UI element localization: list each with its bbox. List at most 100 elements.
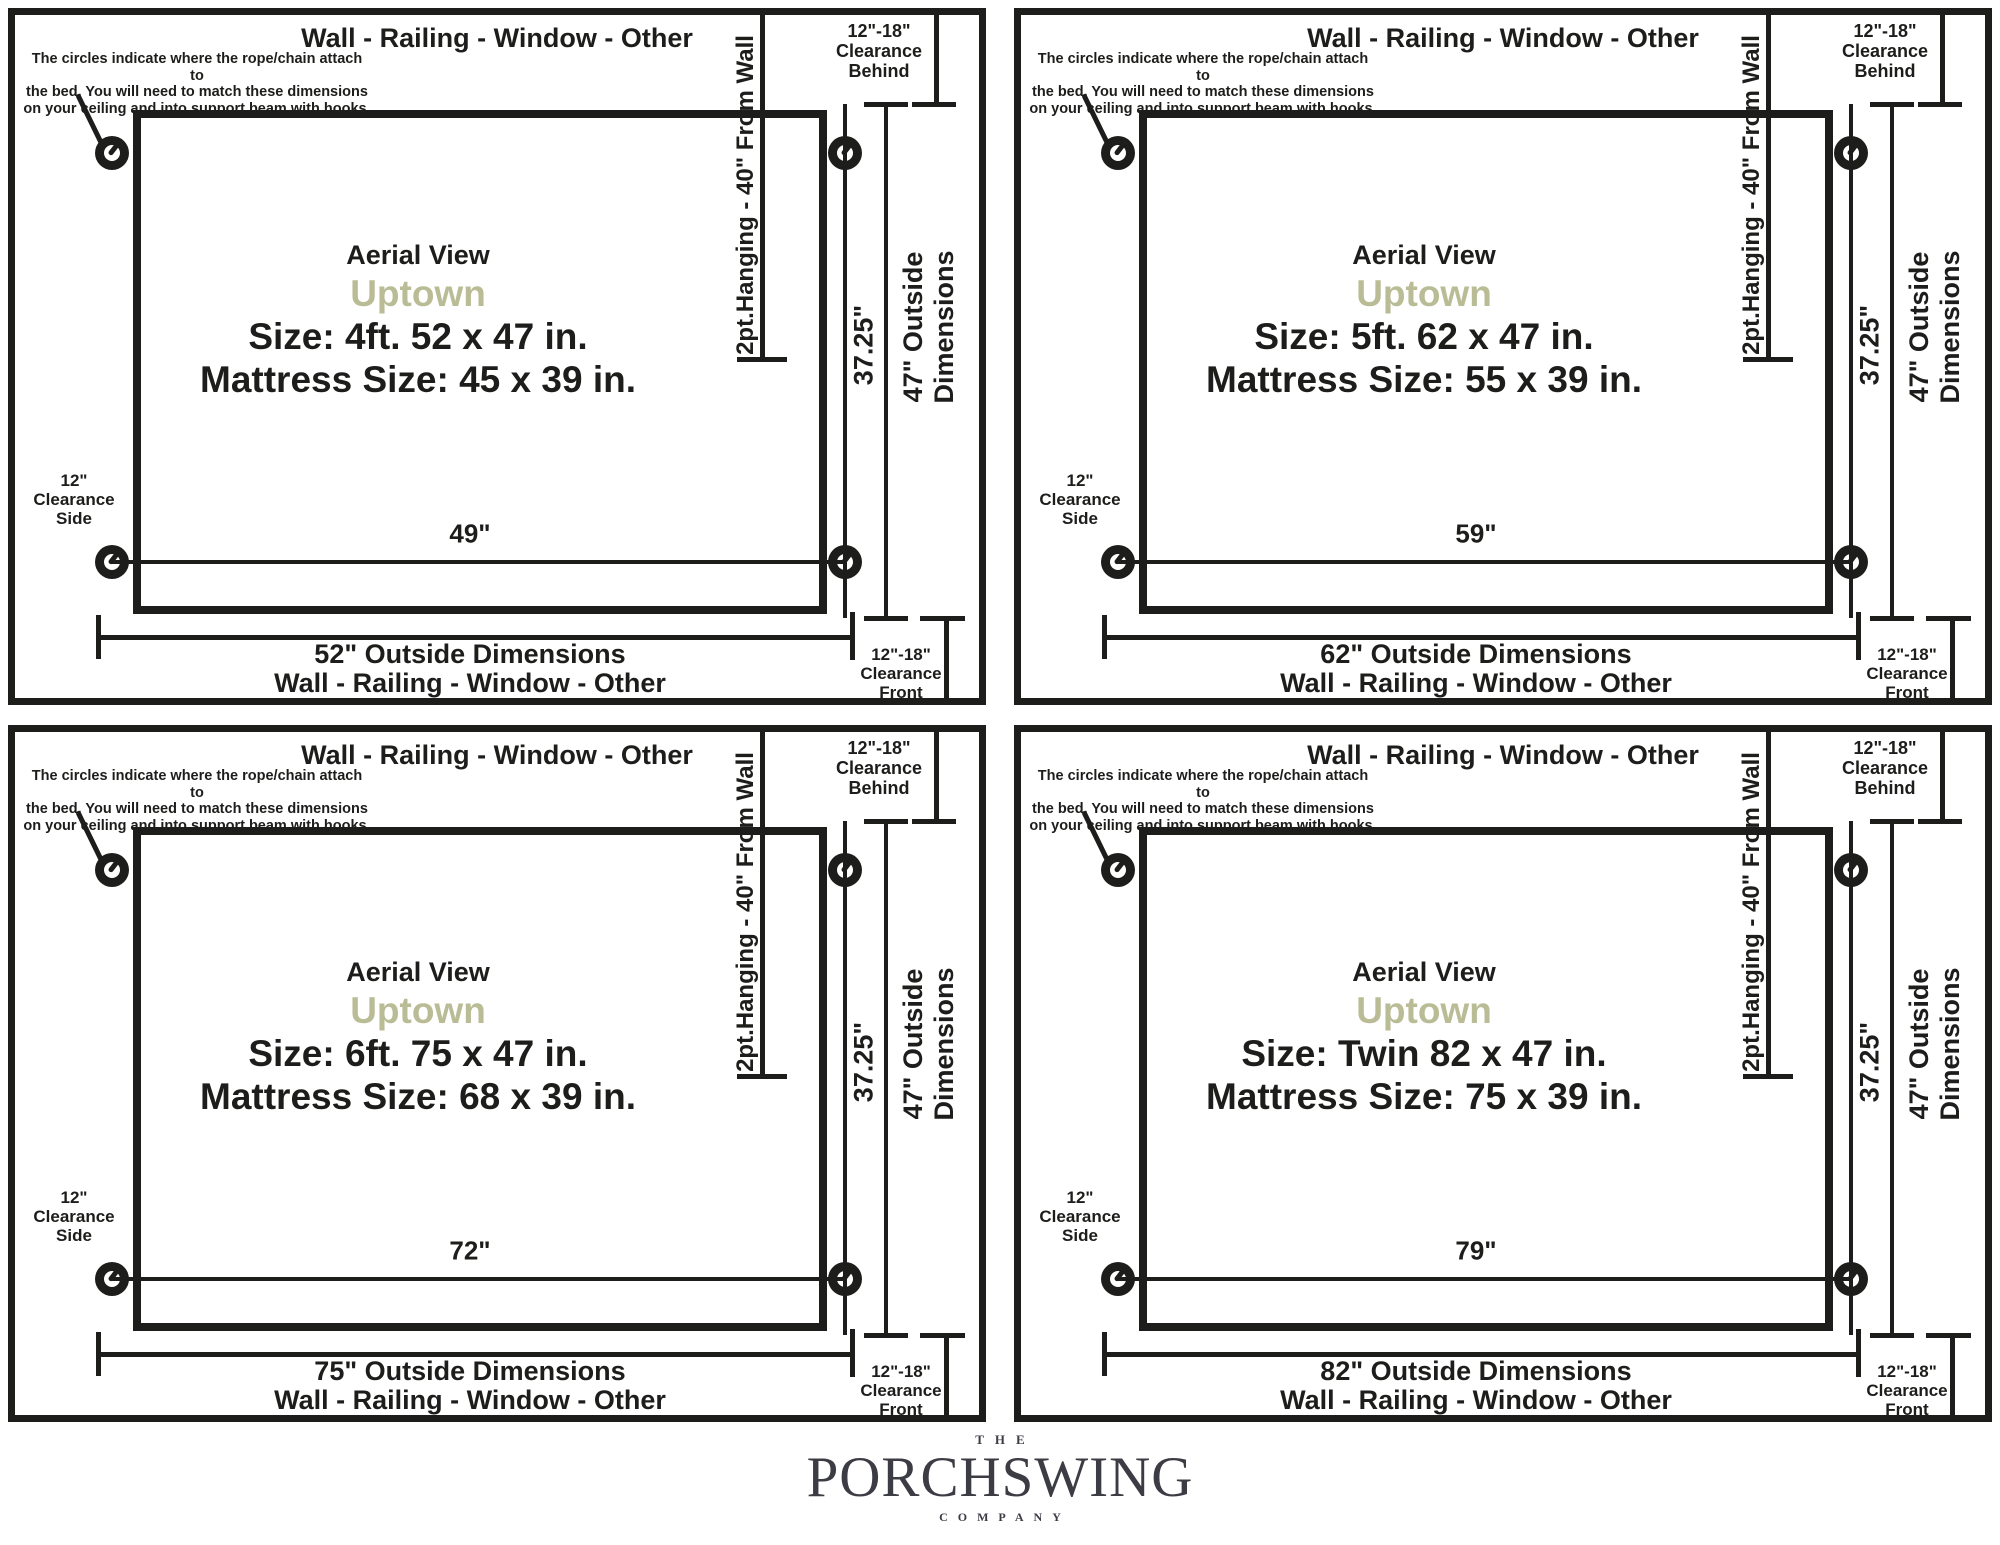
bed-outline [133,827,827,1331]
attach-width-dimension-line [1118,560,1851,564]
hanging-dimension-line [760,15,765,360]
hanging-dimension-tick [737,1074,787,1079]
outside-width-right-tick [850,1329,855,1377]
size-label: Size: 5ft. 62 x 47 in. [1254,316,1594,357]
size-diagram-panel: Wall - Railing - Window - Other The circ… [8,8,986,705]
clearance-side-line3: Side [1062,509,1098,528]
clearance-behind-bracket-line [934,732,939,822]
clearance-side-label: 12" Clearance Side [21,1188,127,1245]
clearance-behind-line2: Clearance [835,41,923,61]
model-name-label: Uptown [1356,273,1492,314]
hanging-dimension-label: 2pt.Hanging - 40" From Wall [732,752,759,1072]
clearance-behind-line3: Behind [848,61,910,81]
clearance-side-line1: 12" [60,471,88,490]
clearance-front-line1: 12"-18" [871,645,931,664]
clearance-behind-label: 12"-18" Clearance Behind [1819,738,1951,798]
clearance-behind-bracket-line [934,15,939,105]
outside-width-labels: 62" Outside Dimensions Wall - Railing - … [1126,640,1826,698]
wall-railing-window-top-label: Wall - Railing - Window - Other [301,23,693,53]
clearance-side-label: 12" Clearance Side [21,471,127,528]
outside-depth-line2: Dimensions [929,967,959,1121]
attach-width-dimension-line [112,1277,845,1281]
clearance-front-line1: 12"-18" [871,1362,931,1381]
dimension-tick [864,102,908,107]
hanging-dimension-tick [737,357,787,362]
clearance-side-line3: Side [56,509,92,528]
clearance-side-label: 12" Clearance Side [1027,1188,1133,1245]
clearance-side-line1: 12" [1066,1188,1094,1207]
outside-depth-dimension-line [884,821,888,1335]
dimension-tick [920,1333,965,1338]
wall-railing-window-bottom-label: Wall - Railing - Window - Other [274,1385,666,1415]
wall-railing-window-bottom-label: Wall - Railing - Window - Other [1280,668,1672,698]
dimension-tick [864,616,908,621]
dimension-tick [920,616,965,621]
attach-width-dimension-label: 59" [1455,518,1497,549]
clearance-side-line2: Clearance [1039,1207,1121,1226]
clearance-front-line3: Front [1885,683,1929,702]
attachment-note-line: the bed. You will need to match these di… [1032,84,1374,100]
clearance-behind-line2: Clearance [1841,758,1929,778]
bed-center-text: Aerial View Uptown Size: 4ft. 52 x 47 in… [68,237,768,401]
attachment-ring-icon [1101,136,1135,170]
clearance-side-line3: Side [56,1226,92,1245]
clearance-side-line2: Clearance [33,490,115,509]
clearance-behind-label: 12"-18" Clearance Behind [813,738,945,798]
attach-width-dimension-label: 49" [449,518,491,549]
outside-width-dimension-label: 62" Outside Dimensions [1320,639,1632,669]
mattress-size-label: Mattress Size: 75 x 39 in. [1206,1076,1642,1117]
clearance-front-bracket-line [944,616,949,698]
clearance-behind-line2: Clearance [835,758,923,778]
outside-depth-line2: Dimensions [1935,967,1965,1121]
dimension-tick [1870,1333,1914,1338]
attach-depth-dimension-label: 37.25" [1854,304,1885,386]
clearance-side-label: 12" Clearance Side [1027,471,1133,528]
outside-depth-dimension-line [884,104,888,618]
attachment-note-line: The circles indicate where the rope/chai… [31,51,363,84]
clearance-front-label: 12"-18" Clearance Front [1857,1362,1957,1419]
aerial-view-label: Aerial View [346,240,490,270]
clearance-front-bracket-line [1950,1333,1955,1415]
clearance-behind-line1: 12"-18" [847,21,911,41]
size-label: Size: Twin 82 x 47 in. [1241,1033,1607,1074]
outside-depth-line2: Dimensions [1935,250,1965,404]
hanging-dimension-label: 2pt.Hanging - 40" From Wall [1738,752,1765,1072]
attach-depth-dimension-label: 37.25" [848,304,879,386]
outside-depth-dimension-line [1890,104,1894,618]
attach-depth-dimension-line [1849,104,1853,618]
clearance-front-line2: Clearance [860,1381,942,1400]
hanging-dimension-label: 2pt.Hanging - 40" From Wall [1738,35,1765,355]
clearance-front-line3: Front [879,1400,923,1419]
clearance-behind-line3: Behind [848,778,910,798]
outside-width-right-tick [1856,612,1861,660]
clearance-side-line1: 12" [1066,471,1094,490]
outside-width-left-tick [96,615,101,659]
outside-width-dimension-line [98,635,852,640]
bed-center-text: Aerial View Uptown Size: Twin 82 x 47 in… [1074,954,1774,1118]
outside-width-dimension-label: 82" Outside Dimensions [1320,1356,1632,1386]
outside-width-dimension-line [98,1352,852,1357]
outside-depth-line1: 47" Outside [898,968,928,1120]
mattress-size-label: Mattress Size: 68 x 39 in. [200,1076,636,1117]
outside-width-left-tick [1102,615,1107,659]
outside-depth-line1: 47" Outside [898,251,928,403]
clearance-behind-line1: 12"-18" [1853,738,1917,758]
clearance-behind-line1: 12"-18" [1853,21,1917,41]
outside-width-dimension-label: 52" Outside Dimensions [314,639,626,669]
outside-depth-dimension-label: 47" Outside Dimensions [898,250,960,403]
outside-width-dimension-label: 75" Outside Dimensions [314,1356,626,1386]
brand-the-label: THE [975,1432,1036,1447]
size-diagram-panel: Wall - Railing - Window - Other The circ… [1014,725,1992,1422]
dimension-tick [864,819,908,824]
attachment-note-line: the bed. You will need to match these di… [26,801,368,817]
clearance-side-line2: Clearance [1039,490,1121,509]
attachment-note-line: the bed. You will need to match these di… [1032,801,1374,817]
clearance-side-line1: 12" [60,1188,88,1207]
clearance-front-line1: 12"-18" [1877,645,1937,664]
brand-company-label: COMPANY [939,1510,1071,1524]
attachment-note: The circles indicate where the rope/chai… [23,768,371,834]
clearance-behind-line2: Clearance [1841,41,1929,61]
clearance-behind-bracket-line [1940,732,1945,822]
size-diagram-panel: Wall - Railing - Window - Other The circ… [1014,8,1992,705]
attachment-note: The circles indicate where the rope/chai… [23,51,371,117]
